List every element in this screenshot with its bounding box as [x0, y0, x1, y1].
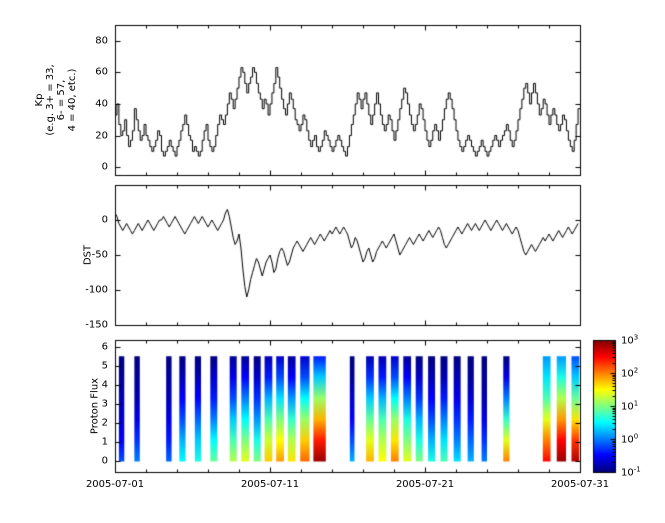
kp-axis-label-line: 4 = 40, etc.) [67, 68, 78, 132]
kp-axis-label-line: (e.g. 3+ = 33, [45, 64, 56, 136]
y-tick-label: 0 [101, 161, 108, 173]
x-tick-label: 2005-07-11 [240, 479, 300, 490]
colorbar-tick-label: 100 [621, 432, 638, 445]
y-tick-label: 0 [101, 455, 108, 467]
kp-axis-label-line: 6- = 57, [56, 79, 67, 121]
colorbar-tick-base: 10 [621, 467, 634, 479]
colorbar-tick-label: 102 [621, 366, 638, 379]
colorbar-tick-label: 101 [621, 399, 638, 412]
y-tick-label: 60 [95, 66, 108, 78]
x-tick-label: 2005-07-31 [550, 479, 610, 490]
colorbar-tick-label: 10-1 [621, 465, 641, 478]
kp-axis-label: Kp (e.g. 3+ = 33, 6- = 57, 4 = 40, etc.) [34, 64, 78, 135]
y-tick-label: 0 [101, 214, 108, 226]
y-tick-label: 3 [101, 398, 108, 410]
colorbar-tick-base: 10 [621, 401, 634, 413]
colorbar-tick-exponent: 3 [633, 333, 639, 342]
y-tick-label: 4 [101, 379, 108, 391]
y-tick-label: 5 [101, 360, 108, 372]
y-tick-label: 80 [95, 35, 108, 47]
proton-flux-axis-label: Proton Flux [89, 377, 101, 435]
colorbar-tick-label: 103 [621, 333, 638, 346]
colorbar-tick-exponent: 1 [633, 399, 639, 408]
y-tick-label: 20 [95, 130, 108, 142]
colorbar-tick-base: 10 [621, 368, 634, 380]
y-tick-label: 1 [101, 436, 108, 448]
kp-axis-label-line: Kp [34, 93, 45, 107]
x-tick-label: 2005-07-01 [85, 479, 145, 490]
y-tick-label: 2 [101, 417, 108, 429]
colorbar-tick-exponent: -1 [633, 465, 641, 474]
colorbar-tick-base: 10 [621, 335, 634, 347]
y-tick-label: -150 [85, 319, 108, 331]
colorbar-tick-base: 10 [621, 434, 634, 446]
y-tick-label: 6 [101, 341, 108, 353]
y-tick-label: 40 [95, 98, 108, 110]
y-tick-label: -100 [85, 284, 108, 296]
colorbar-tick-exponent: 0 [633, 432, 639, 441]
x-tick-label: 2005-07-21 [395, 479, 455, 490]
colorbar-tick-exponent: 2 [633, 366, 639, 375]
y-tick-label: -50 [91, 249, 108, 261]
